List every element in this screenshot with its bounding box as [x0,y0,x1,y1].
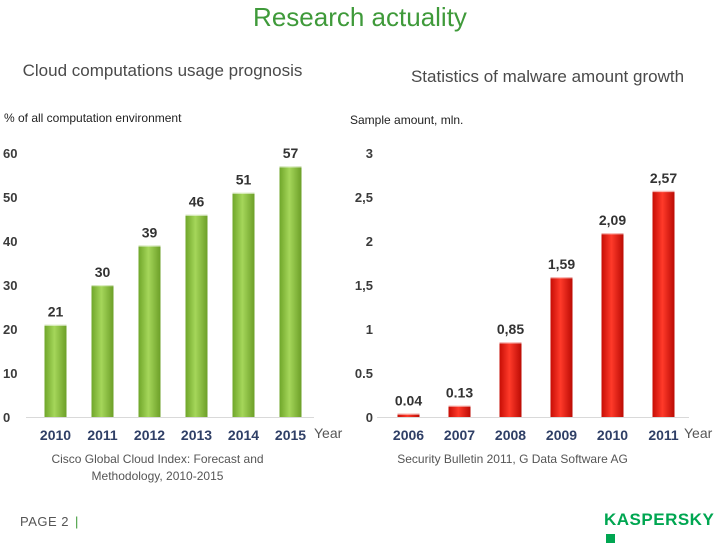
left-chart-data-label: 46 [189,194,205,210]
left-chart-data-label: 30 [95,264,111,280]
left-chart-ylabel: % of all computation environment [4,111,182,125]
right-chart-y-tick: 2 [366,234,373,249]
left-chart-title: Cloud computations usage prognosis [22,61,303,80]
left-chart: 0 10 20 30 40 50 60 21 2010 30 2011 39 2012 46 2013 51 2… [3,145,343,443]
right-chart-title: Statistics of malware amount growth [410,67,685,86]
left-chart-x-tick: 2011 [87,427,118,443]
left-chart-x-axis-label: Year [314,425,343,441]
page-separator: | [75,514,79,529]
right-chart-bar [550,277,573,417]
left-chart-data-label: 21 [48,304,64,320]
kaspersky-logo: KASPERSKY [604,510,720,550]
right-chart-x-tick: 2008 [495,427,526,443]
page-title: Research actuality [253,2,467,32]
left-chart-y-tick: 10 [3,366,17,381]
right-chart-x-axis-label: Year [684,425,713,441]
right-chart-y-tick: 0.5 [355,366,373,381]
left-chart-y-tick: 40 [3,234,17,249]
right-chart-x-tick: 2011 [648,427,679,443]
right-chart-data-label: 0,85 [497,321,524,337]
right-chart-x-tick: 2006 [393,427,424,443]
right-chart-x-tick: 2007 [444,427,475,443]
left-chart-source: Cisco Global Cloud Index: Forecast and M… [51,452,264,483]
right-chart-bar [601,233,624,417]
right-chart-bar [499,342,522,417]
left-chart-data-label: 57 [283,145,299,161]
right-chart-bar [397,413,420,417]
right-chart-bar [652,190,675,417]
left-chart-y-tick: 20 [3,322,17,337]
left-chart-bar [91,285,114,417]
right-chart-data-label: 0.04 [395,392,422,408]
left-chart-bar [44,324,67,417]
right-chart-y-tick: 1,5 [355,278,373,293]
right-chart-data-label: 1,59 [548,256,575,272]
right-chart-data-label: 2,57 [650,170,677,186]
right-chart-source: Security Bulletin 2011, G Data Software … [397,452,628,466]
left-chart-y-tick: 0 [3,410,10,425]
left-chart-x-tick: 2012 [134,427,165,443]
left-chart-y-tick: 50 [3,190,17,205]
right-chart-data-label: 0.13 [446,385,473,401]
right-chart: 0 0.5 1 1,5 2 2,5 3 0.04 2006 0.13 2007 0,85 2008 1,5… [355,146,713,443]
right-chart-x-tick: 2009 [546,427,577,443]
logo-badge-icon [606,534,615,543]
right-chart-bar [448,405,471,417]
right-chart-y-tick: 2,5 [355,190,373,205]
right-chart-y-tick: 0 [366,410,373,425]
right-chart-ylabel: Sample amount, mln. [350,113,464,127]
right-chart-data-label: 2,09 [599,212,626,228]
left-chart-bar [138,245,161,417]
left-chart-x-tick: 2010 [40,427,71,443]
left-chart-bar [185,214,208,417]
left-chart-x-tick: 2015 [275,427,306,443]
left-chart-y-tick: 60 [3,146,17,161]
left-chart-data-label: 39 [142,224,158,240]
left-chart-y-tick: 30 [3,278,17,293]
left-chart-bar [279,166,302,417]
left-chart-data-label: 51 [236,172,252,188]
page-number: PAGE 2 | [20,514,79,529]
right-chart-y-tick: 1 [366,322,373,337]
right-chart-x-tick: 2010 [597,427,628,443]
left-chart-x-tick: 2013 [181,427,212,443]
logo-text: KASPERSKY [604,510,715,529]
page-label: PAGE 2 [20,514,70,529]
left-chart-x-tick: 2014 [228,427,259,443]
right-chart-y-tick: 3 [366,146,373,161]
left-chart-bar [232,192,255,417]
